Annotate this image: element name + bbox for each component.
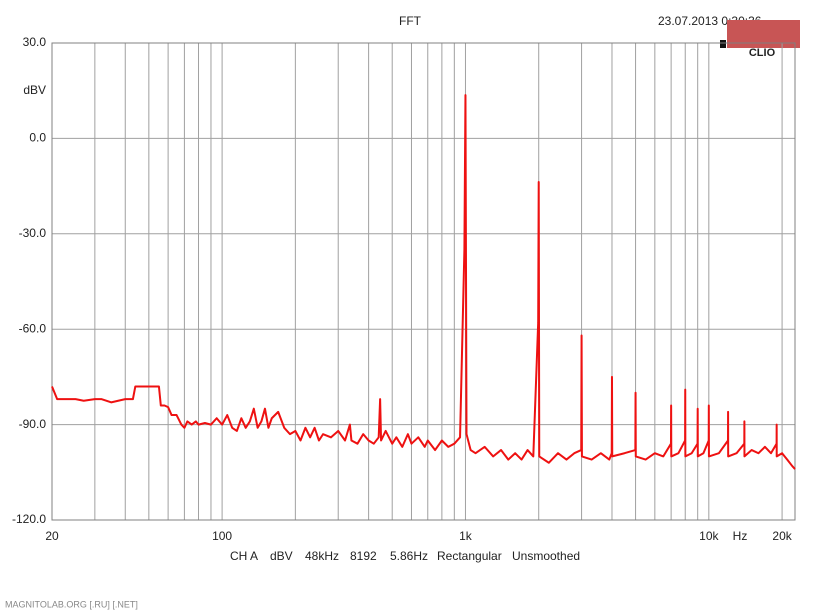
y-tick-label: -90.0 (19, 417, 47, 431)
y-tick-label: -120.0 (12, 512, 46, 526)
caption-item: 48kHz (305, 549, 339, 563)
y-axis-unit: dBV (23, 83, 46, 97)
caption-item: 8192 (350, 549, 377, 563)
y-tick-label: 0.0 (29, 131, 46, 145)
overlay-box (727, 20, 800, 48)
x-tick-label: 20k (772, 529, 792, 543)
y-tick-label: 30.0 (23, 35, 47, 49)
chart-title: FFT (399, 14, 422, 28)
x-tick-label: 10k (699, 529, 719, 543)
caption-item: 5.86Hz (390, 549, 428, 563)
caption: CH A dBV 48kHz 8192 5.86Hz Rectangular Unsmoot… (230, 549, 580, 563)
caption-item: dBV (270, 549, 293, 563)
y-tick-label: -30.0 (19, 226, 47, 240)
x-tick-label: 20 (45, 529, 59, 543)
watermark: MAGNITOLAB.ORG [.RU] [.NET] (5, 599, 138, 609)
spectrum-line (51, 94, 796, 470)
caption-item: Unsmoothed (512, 549, 580, 563)
plot-frame (51, 42, 796, 521)
caption-item: CH A (230, 549, 258, 563)
x-tick-label: 100 (212, 529, 232, 543)
caption-item: Rectangular (437, 549, 502, 563)
x-axis-unit: Hz (733, 529, 748, 543)
logo: CLIO (749, 47, 776, 59)
x-tick-label: 1k (459, 529, 473, 543)
logo-mark (720, 40, 726, 48)
y-tick-label: -60.0 (19, 321, 47, 335)
